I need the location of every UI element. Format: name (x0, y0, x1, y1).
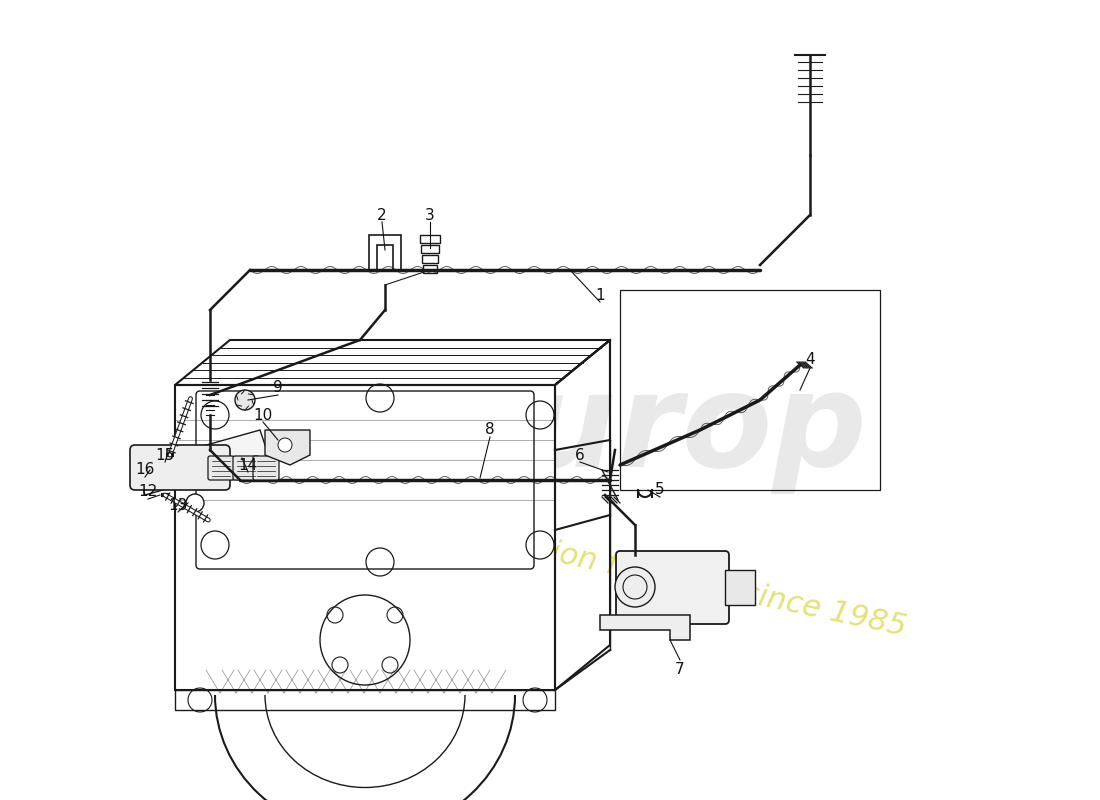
Text: 8: 8 (485, 422, 495, 438)
Text: 14: 14 (239, 458, 257, 473)
Text: 3: 3 (425, 207, 435, 222)
Text: 4: 4 (805, 353, 815, 367)
FancyBboxPatch shape (253, 456, 279, 480)
Bar (422, 255, 438, 263)
Text: 10: 10 (253, 407, 273, 422)
Text: 16: 16 (135, 462, 155, 478)
Text: 1: 1 (595, 287, 605, 302)
Polygon shape (265, 430, 310, 465)
Circle shape (278, 438, 292, 452)
Text: europ: europ (433, 366, 867, 494)
FancyBboxPatch shape (616, 551, 729, 624)
Text: 15: 15 (155, 447, 175, 462)
Text: 7: 7 (675, 662, 685, 678)
Polygon shape (175, 385, 556, 690)
Text: 2: 2 (377, 207, 387, 222)
FancyBboxPatch shape (130, 445, 230, 490)
Bar (725, 570, 755, 605)
Circle shape (235, 390, 255, 410)
Polygon shape (600, 615, 690, 640)
Circle shape (186, 494, 204, 512)
FancyBboxPatch shape (208, 456, 234, 480)
Text: 5: 5 (656, 482, 664, 498)
Bar (424, 265, 437, 273)
Text: 12: 12 (139, 485, 157, 499)
Polygon shape (135, 430, 270, 495)
Bar (421, 245, 439, 253)
FancyBboxPatch shape (233, 456, 258, 480)
Circle shape (615, 567, 654, 607)
Bar (420, 235, 440, 243)
Text: 9: 9 (273, 381, 283, 395)
Text: a passion for parts since 1985: a passion for parts since 1985 (451, 518, 909, 642)
Text: 6: 6 (575, 447, 585, 462)
Text: 13: 13 (168, 498, 188, 513)
